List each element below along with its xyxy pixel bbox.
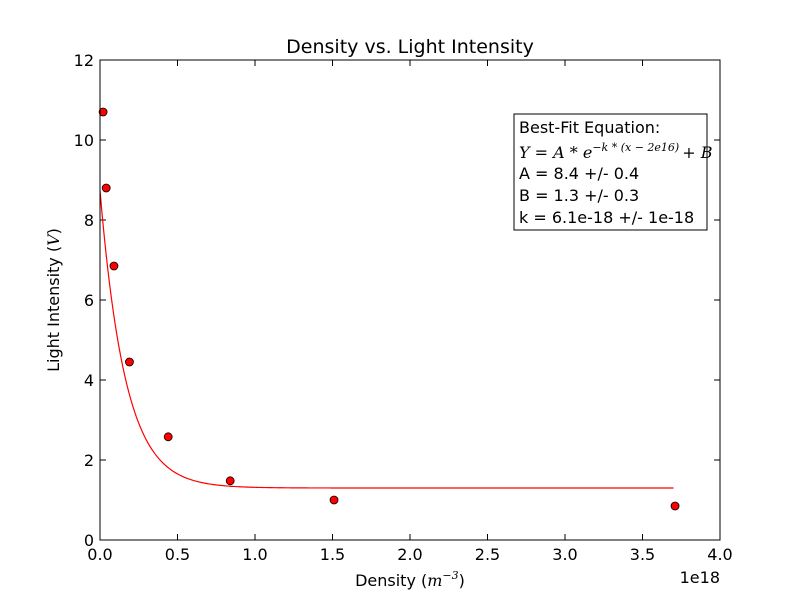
x-axis-label: Density (m−3) (355, 569, 465, 590)
y-tick-label: 4 (84, 371, 94, 390)
chart-title: Density vs. Light Intensity (286, 36, 534, 58)
fit-curve (99, 190, 674, 489)
x-tick-label: 1.0 (242, 545, 267, 564)
x-tick-label: 3.0 (552, 545, 577, 564)
annotation-heading: Best-Fit Equation: (519, 118, 660, 137)
points-layer (98, 107, 680, 511)
y-tick-label: 0 (84, 531, 94, 550)
data-point (225, 476, 235, 486)
x-tick-label: 1.5 (320, 545, 345, 564)
data-point (329, 495, 339, 505)
y-tick-label: 2 (84, 451, 94, 470)
fit-annotation: Best-Fit Equation: Y = A * e−k * (x − 2e… (513, 113, 713, 231)
data-point (109, 261, 119, 271)
annotation-line-a: A = 8.4 +/- 0.4 (519, 164, 639, 183)
axis-ticks: 0.0 0.5 1.0 1.5 2.0 2.5 3.0 3.5 4.0 0 2 4 6 8 10 12 (74, 51, 733, 564)
plot-frame (99, 59, 721, 541)
y-axis-label: Light Intensity (V) (44, 228, 63, 372)
fit-layer (99, 190, 674, 489)
annotation-line-b: B = 1.3 +/- 0.3 (519, 186, 639, 205)
x-tick-label: 2.0 (397, 545, 422, 564)
x-tick-label: 0.0 (87, 545, 112, 564)
data-point (98, 107, 108, 117)
y-tick-label: 8 (84, 211, 94, 230)
data-point (163, 432, 173, 442)
x-tick-label: 2.5 (475, 545, 500, 564)
data-point (101, 183, 111, 193)
x-tick-label: 3.5 (630, 545, 655, 564)
y-tick-label: 12 (74, 51, 94, 70)
data-point (125, 357, 134, 367)
annotation-equation: Y = A * e−k * (x − 2e16) + B (519, 141, 713, 162)
x-tick-label: 0.5 (165, 545, 190, 564)
data-point (670, 501, 680, 511)
annotation-box (513, 113, 708, 231)
x-tick-label: 4.0 (707, 545, 732, 564)
y-tick-label: 6 (84, 291, 94, 310)
x-offset-label: 1e18 (680, 568, 720, 587)
y-tick-label: 10 (74, 131, 94, 150)
plot-area: 0.0 0.5 1.0 1.5 2.0 2.5 3.0 3.5 4.0 0 2 4 6 8 10 12 (74, 51, 733, 564)
annotation-line-k: k = 6.1e-18 +/- 1e-18 (519, 208, 694, 227)
